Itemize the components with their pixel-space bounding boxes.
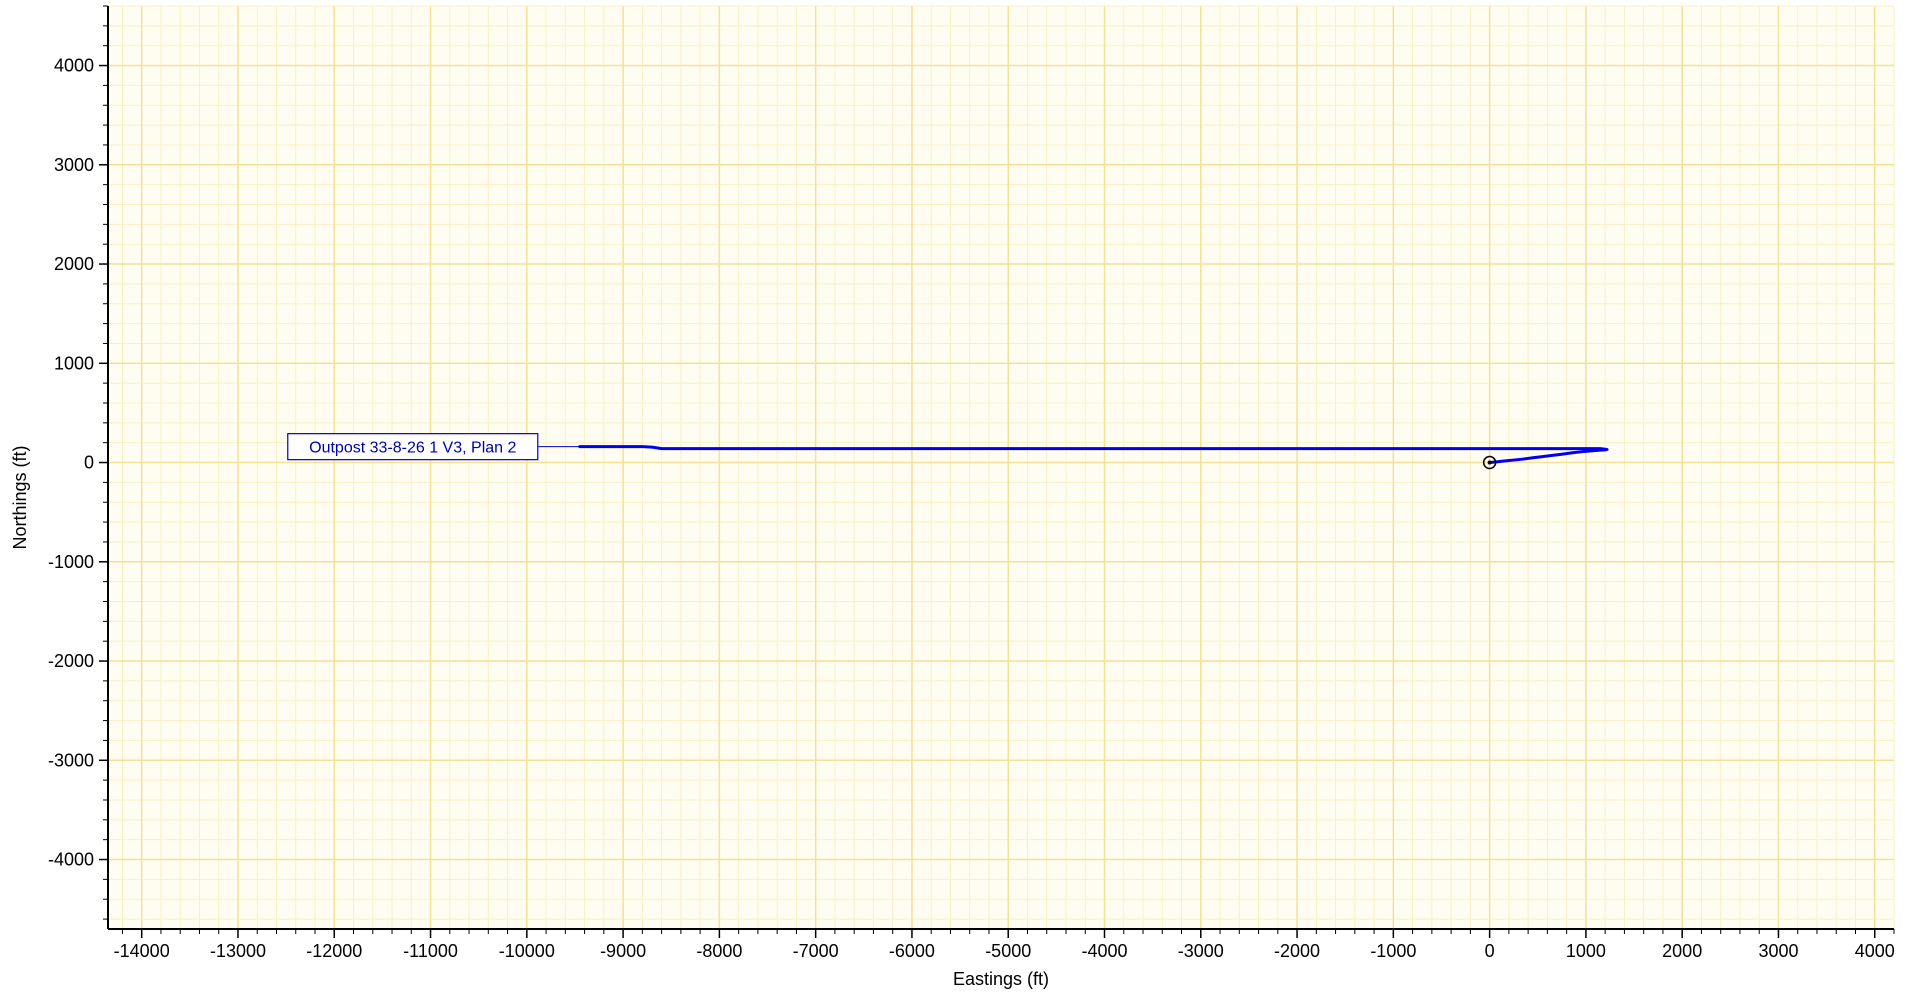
x-axis-title: Eastings (ft) [953, 969, 1049, 989]
minor-grid [108, 5, 1895, 929]
y-tick-label: -3000 [48, 750, 94, 770]
x-tick-label: -13000 [210, 941, 266, 961]
tick-layer: -14000 -13000 -12000 -11000 -10000 -9000 -8000… [48, 5, 1895, 961]
x-tick-label: -2000 [1274, 941, 1320, 961]
annotation-layer: Outpost 33-8-26 1 V3, Plan 2 [287, 433, 580, 461]
x-tick-label: 2000 [1662, 941, 1702, 961]
marker-layer [1482, 455, 1497, 470]
x-tick-label: -7000 [793, 941, 839, 961]
major-grid [108, 6, 1894, 929]
x-tick-label: -1000 [1370, 941, 1416, 961]
well-plan-label: Outpost 33-8-26 1 V3, Plan 2 [309, 440, 516, 457]
plot-area-background [108, 6, 1894, 929]
y-tick-label: 3000 [54, 155, 94, 175]
surface-location-dot [1487, 460, 1492, 465]
x-tick-label: -14000 [114, 941, 170, 961]
y-axis-title: Northings (ft) [10, 445, 30, 549]
wellbore-path-line [578, 445, 1609, 465]
y-tick-label: -1000 [48, 552, 94, 572]
y-tick-label: -2000 [48, 651, 94, 671]
x-tick-label: -6000 [889, 941, 935, 961]
x-tick-label: 1000 [1566, 941, 1606, 961]
series-layer [578, 445, 1609, 465]
x-tick-label: -5000 [985, 941, 1031, 961]
x-tick-label: -10000 [499, 941, 555, 961]
annotation-box [287, 433, 539, 461]
x-tick-label: -12000 [306, 941, 362, 961]
y-tick-label: 4000 [54, 56, 94, 76]
x-tick-label: 4000 [1855, 941, 1895, 961]
surface-location-marker [1482, 455, 1497, 470]
x-tick-label: -11000 [403, 941, 458, 961]
y-tick-label: 1000 [54, 353, 94, 373]
axes-layer [107, 6, 1894, 930]
x-tick-label: -8000 [696, 941, 742, 961]
y-tick-label: 2000 [54, 254, 94, 274]
y-tick-label: -4000 [48, 850, 94, 870]
x-tick-label: -3000 [1178, 941, 1224, 961]
y-tick-label: 0 [84, 453, 94, 473]
x-tick-label: 0 [1485, 941, 1495, 961]
x-tick-label: -4000 [1081, 941, 1127, 961]
x-tick-label: -9000 [600, 941, 646, 961]
x-tick-label: 3000 [1758, 941, 1798, 961]
